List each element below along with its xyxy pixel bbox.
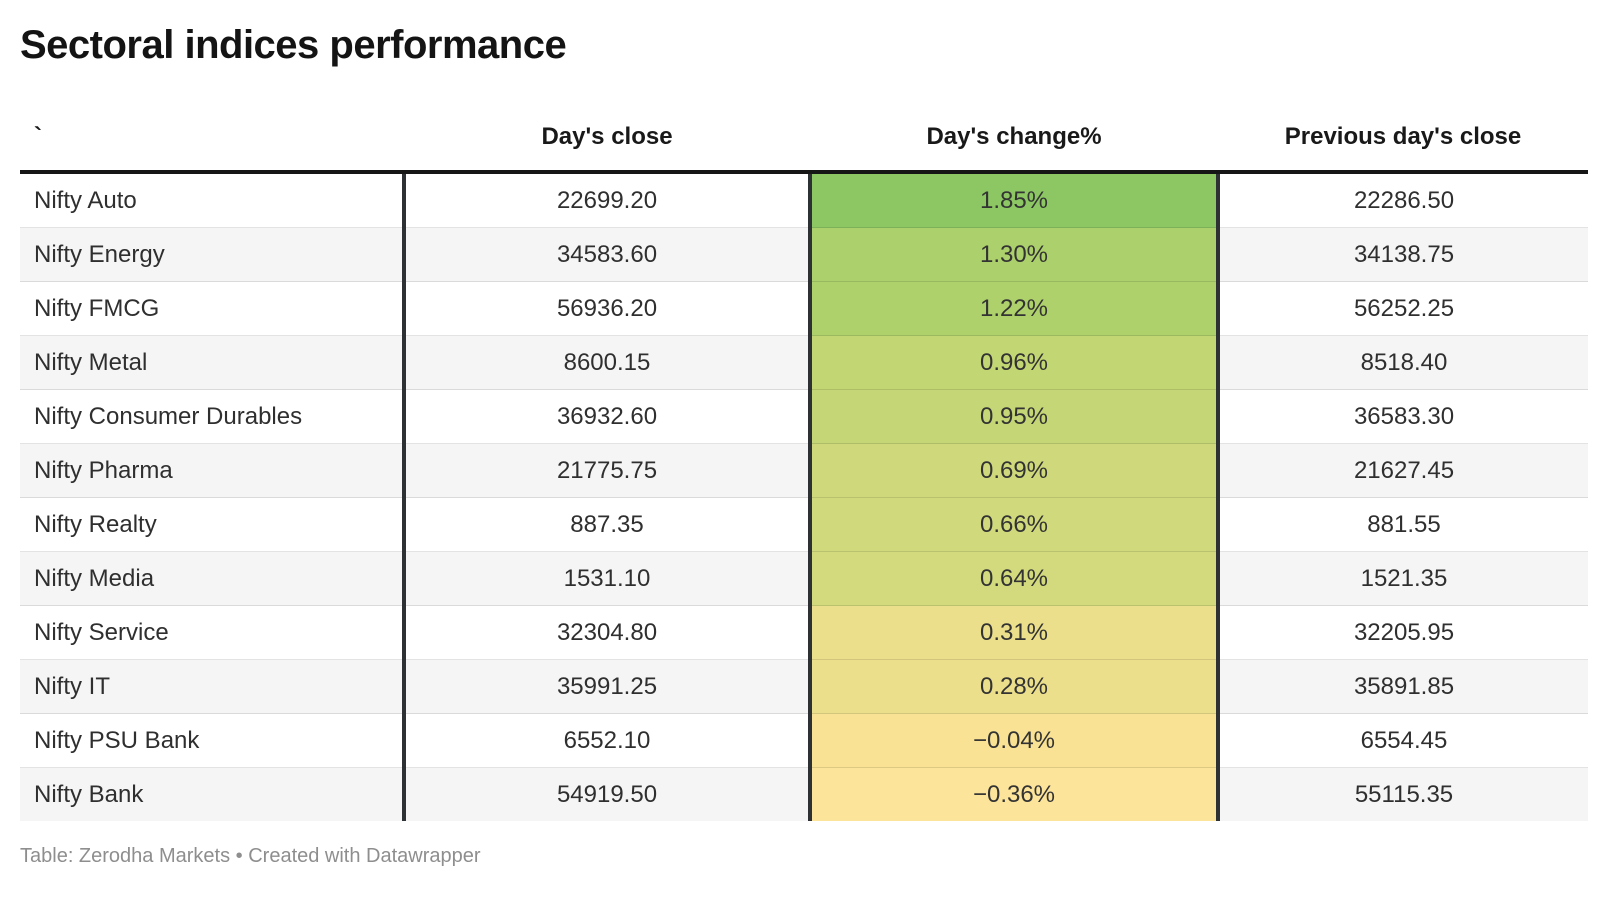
index-name-cell: Nifty IT <box>20 659 404 714</box>
days-change-cell: 1.30% <box>808 227 1218 282</box>
table-row: Nifty Metal 8600.15 0.96% 8518.40 <box>20 335 1588 390</box>
days-change-cell: 0.64% <box>808 551 1218 606</box>
days-close-cell: 56936.20 <box>402 281 810 336</box>
page: Sectoral indices performance ` Day's clo… <box>20 23 1588 821</box>
col-header-days-close: Day's close <box>404 98 810 174</box>
index-name-cell: Nifty Energy <box>20 227 404 282</box>
prev-close-cell: 881.55 <box>1216 497 1588 552</box>
index-name-cell: Nifty Bank <box>20 767 404 821</box>
col-header-days-change: Day's change% <box>810 98 1218 174</box>
page-title: Sectoral indices performance <box>20 23 567 67</box>
prev-close-cell: 36583.30 <box>1216 389 1588 444</box>
days-change-cell: −0.36% <box>808 767 1218 821</box>
days-change-cell: 0.69% <box>808 443 1218 498</box>
table-row: Nifty Energy 34583.60 1.30% 34138.75 <box>20 227 1588 282</box>
days-change-cell: 0.95% <box>808 389 1218 444</box>
prev-close-cell: 55115.35 <box>1216 767 1588 821</box>
index-name-cell: Nifty PSU Bank <box>20 713 404 768</box>
index-name-cell: Nifty Media <box>20 551 404 606</box>
index-name-cell: Nifty FMCG <box>20 281 404 336</box>
col-header-index: ` <box>20 98 404 174</box>
days-close-cell: 36932.60 <box>402 389 810 444</box>
days-change-cell: −0.04% <box>808 713 1218 768</box>
days-close-cell: 32304.80 <box>402 605 810 660</box>
table-row: Nifty Media 1531.10 0.64% 1521.35 <box>20 551 1588 606</box>
prev-close-cell: 1521.35 <box>1216 551 1588 606</box>
table-body: Nifty Auto 22699.20 1.85% 22286.50 Nifty… <box>20 172 1588 821</box>
prev-close-cell: 22286.50 <box>1216 172 1588 228</box>
days-close-cell: 21775.75 <box>402 443 810 498</box>
days-close-cell: 8600.15 <box>402 335 810 390</box>
days-change-cell: 1.85% <box>808 172 1218 228</box>
header-row: ` Day's close Day's change% Previous day… <box>20 98 1588 174</box>
table-header: ` Day's close Day's change% Previous day… <box>20 98 1588 174</box>
attribution-footer: Table: Zerodha Markets • Created with Da… <box>20 845 481 867</box>
prev-close-cell: 56252.25 <box>1216 281 1588 336</box>
table-row: Nifty Auto 22699.20 1.85% 22286.50 <box>20 172 1588 228</box>
table-row: Nifty FMCG 56936.20 1.22% 56252.25 <box>20 281 1588 336</box>
col-header-prev-close: Previous day's close <box>1218 98 1588 174</box>
index-name-cell: Nifty Pharma <box>20 443 404 498</box>
table-row: Nifty IT 35991.25 0.28% 35891.85 <box>20 659 1588 714</box>
days-close-cell: 6552.10 <box>402 713 810 768</box>
index-name-cell: Nifty Auto <box>20 172 404 228</box>
days-close-cell: 887.35 <box>402 497 810 552</box>
table-row: Nifty Pharma 21775.75 0.69% 21627.45 <box>20 443 1588 498</box>
days-close-cell: 1531.10 <box>402 551 810 606</box>
prev-close-cell: 21627.45 <box>1216 443 1588 498</box>
days-close-cell: 34583.60 <box>402 227 810 282</box>
prev-close-cell: 8518.40 <box>1216 335 1588 390</box>
days-close-cell: 54919.50 <box>402 767 810 821</box>
days-change-cell: 1.22% <box>808 281 1218 336</box>
table-row: Nifty PSU Bank 6552.10 −0.04% 6554.45 <box>20 713 1588 768</box>
prev-close-cell: 6554.45 <box>1216 713 1588 768</box>
index-name-cell: Nifty Metal <box>20 335 404 390</box>
prev-close-cell: 34138.75 <box>1216 227 1588 282</box>
table-row: Nifty Bank 54919.50 −0.36% 55115.35 <box>20 767 1588 821</box>
days-close-cell: 22699.20 <box>402 172 810 228</box>
sectoral-indices-table: ` Day's close Day's change% Previous day… <box>20 98 1588 821</box>
index-name-cell: Nifty Realty <box>20 497 404 552</box>
days-change-cell: 0.66% <box>808 497 1218 552</box>
table-row: Nifty Realty 887.35 0.66% 881.55 <box>20 497 1588 552</box>
index-name-cell: Nifty Consumer Durables <box>20 389 404 444</box>
days-change-cell: 0.28% <box>808 659 1218 714</box>
index-name-cell: Nifty Service <box>20 605 404 660</box>
prev-close-cell: 35891.85 <box>1216 659 1588 714</box>
prev-close-cell: 32205.95 <box>1216 605 1588 660</box>
days-change-cell: 0.31% <box>808 605 1218 660</box>
table-row: Nifty Service 32304.80 0.31% 32205.95 <box>20 605 1588 660</box>
table-row: Nifty Consumer Durables 36932.60 0.95% 3… <box>20 389 1588 444</box>
days-close-cell: 35991.25 <box>402 659 810 714</box>
days-change-cell: 0.96% <box>808 335 1218 390</box>
